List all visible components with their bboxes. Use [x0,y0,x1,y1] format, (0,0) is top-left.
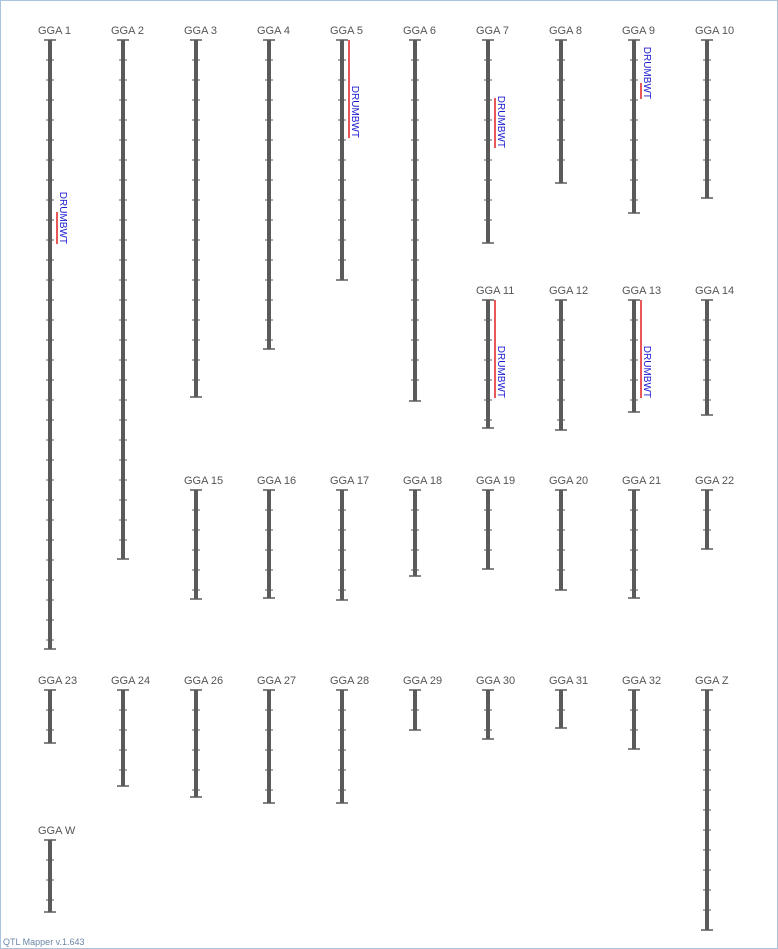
chromosome-label: GGA 27 [257,675,296,687]
chromosome-label: GGA W [38,825,76,837]
chromosome-label: GGA 2 [111,25,144,37]
chromosome-bar [340,690,344,803]
chromosome-label: GGA 22 [695,475,734,487]
chromosome-label: GGA 23 [38,675,77,687]
chromosome-label: GGA 10 [695,25,734,37]
chromosome-label: GGA Z [695,675,729,687]
chromosome-bar [559,300,563,430]
chromosome-label: GGA 13 [622,285,661,297]
chromosome-label: GGA 19 [476,475,515,487]
chromosome-label: GGA 24 [111,675,150,687]
chromosome-bar [705,40,709,198]
chromosome-label: GGA 5 [330,25,363,37]
chromosome-label: GGA 14 [695,285,734,297]
chromosome-bar [267,40,271,349]
chromosome-bar [632,490,636,598]
chromosome-bar [632,300,636,412]
chromosome-label: GGA 11 [476,285,514,297]
chromosome-bar [48,40,52,649]
chromosome-label: GGA 4 [257,25,290,37]
chromosome-label: GGA 26 [184,675,223,687]
chromosome-label: GGA 21 [622,475,661,487]
chromosome-label: GGA 1 [38,25,71,37]
chromosome-label: GGA 7 [476,25,509,37]
chromosome-bar [121,690,125,786]
chromosome-bar [486,40,490,243]
chromosome-bar [267,490,271,598]
chromosome-label: GGA 17 [330,475,369,487]
chromosome-bar [486,690,490,739]
chromosome-bar [194,490,198,599]
chromosome-bar [340,490,344,600]
chromosome-bar [705,490,709,549]
chromosome-bar [48,690,52,743]
qtl-label: DRUMBWT [57,192,68,244]
qtl-label: DRUMBWT [641,47,652,99]
chromosome-bar [194,690,198,797]
chromosome-bar [632,690,636,749]
qtl-label: DRUMBWT [641,346,652,398]
chromosome-label: GGA 28 [330,675,369,687]
chromosome-label: GGA 32 [622,675,661,687]
chromosome-bar [559,690,563,728]
chromosome-label: GGA 30 [476,675,515,687]
qtl-label: DRUMBWT [349,86,360,138]
chromosome-bar [267,690,271,803]
chromosome-bar [48,840,52,912]
footer: QTL Mapper v.1.643 [3,937,85,947]
chromosome-bar [559,40,563,183]
chromosome-bar [632,40,636,213]
chromosome-label: GGA 18 [403,475,442,487]
chromosome-label: GGA 8 [549,25,582,37]
chromosome-label: GGA 29 [403,675,442,687]
chromosome-label: GGA 9 [622,25,655,37]
chromosome-bar [559,490,563,590]
chromosome-label: GGA 31 [549,675,588,687]
chromosome-label: GGA 16 [257,475,296,487]
chromosome-label: GGA 3 [184,25,217,37]
chromosome-bar [413,490,417,576]
chromosome-label: GGA 20 [549,475,588,487]
chromosome-label: GGA 6 [403,25,436,37]
qtl-label: DRUMBWT [495,346,506,398]
chromosome-bar [486,300,490,428]
qtl-label: DRUMBWT [495,96,506,148]
chromosome-label: GGA 12 [549,285,588,297]
chromosome-label: GGA 15 [184,475,223,487]
chromosome-bar [705,300,709,415]
chromosome-bar [194,40,198,397]
